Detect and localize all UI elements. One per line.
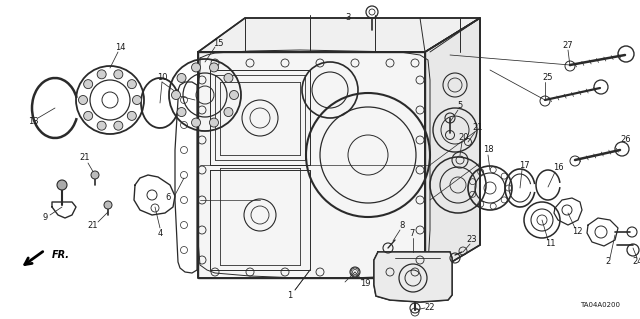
Circle shape <box>79 95 88 105</box>
Text: 14: 14 <box>115 43 125 53</box>
Circle shape <box>172 91 180 100</box>
Circle shape <box>132 95 141 105</box>
Circle shape <box>191 63 200 72</box>
Polygon shape <box>374 252 452 302</box>
Circle shape <box>114 70 123 79</box>
Circle shape <box>191 118 200 127</box>
Text: 15: 15 <box>212 39 223 48</box>
Text: 20: 20 <box>459 132 469 142</box>
Text: 6: 6 <box>165 192 171 202</box>
Circle shape <box>177 73 186 82</box>
Circle shape <box>127 111 136 120</box>
Circle shape <box>230 91 239 100</box>
Text: 3: 3 <box>346 13 351 23</box>
Polygon shape <box>425 18 480 278</box>
Text: 21: 21 <box>88 220 99 229</box>
Circle shape <box>84 80 93 89</box>
Circle shape <box>84 111 93 120</box>
Text: 26: 26 <box>621 136 631 145</box>
Text: 21: 21 <box>80 153 90 162</box>
Text: 11: 11 <box>545 240 556 249</box>
Text: 9: 9 <box>42 213 47 222</box>
Text: 12: 12 <box>572 226 582 235</box>
Circle shape <box>209 118 218 127</box>
Circle shape <box>97 70 106 79</box>
Circle shape <box>114 121 123 130</box>
Circle shape <box>57 180 67 190</box>
Text: 27: 27 <box>563 41 573 49</box>
Circle shape <box>224 108 233 116</box>
Text: 25: 25 <box>543 72 553 81</box>
Circle shape <box>209 63 218 72</box>
Text: 10: 10 <box>157 72 167 81</box>
Text: 24: 24 <box>633 257 640 266</box>
Circle shape <box>177 108 186 116</box>
Text: 17: 17 <box>518 160 529 169</box>
Polygon shape <box>198 18 480 52</box>
Text: FR.: FR. <box>52 250 70 260</box>
Text: 7: 7 <box>410 228 415 238</box>
Circle shape <box>91 171 99 179</box>
Circle shape <box>127 80 136 89</box>
Circle shape <box>97 121 106 130</box>
Text: 2: 2 <box>605 257 611 266</box>
Text: 22: 22 <box>425 302 435 311</box>
Text: 19: 19 <box>360 279 371 288</box>
Polygon shape <box>198 52 425 278</box>
Text: TA04A0200: TA04A0200 <box>580 302 620 308</box>
Text: 8: 8 <box>399 221 404 231</box>
Text: 1: 1 <box>287 291 292 300</box>
Text: 23: 23 <box>467 235 477 244</box>
Circle shape <box>224 73 233 82</box>
Text: 4: 4 <box>157 228 163 238</box>
Text: 13: 13 <box>28 116 38 125</box>
Text: 16: 16 <box>553 164 563 173</box>
Circle shape <box>104 201 112 209</box>
Text: 5: 5 <box>458 101 463 110</box>
Text: 18: 18 <box>483 145 493 154</box>
Text: 21: 21 <box>473 123 483 132</box>
